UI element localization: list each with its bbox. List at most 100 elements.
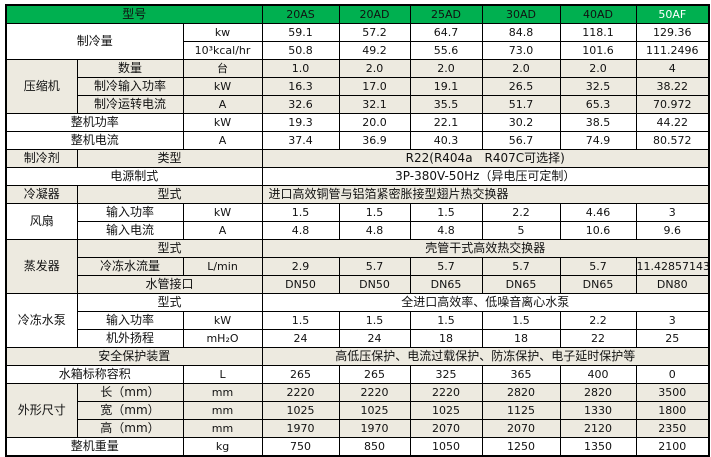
value-cell: 325 — [409, 365, 483, 384]
condenser-label: 冷凝器 — [5, 185, 78, 204]
value-cell: 70.972 — [635, 95, 710, 114]
value-cell: 4 — [635, 59, 710, 78]
value-cell: 1330 — [559, 401, 637, 420]
value-cell: 1250 — [481, 437, 561, 457]
header-row: 型号 20AS 20AD 25AD 30AD 40AD 50AF — [5, 4, 710, 24]
value-cell: 50.8 — [261, 41, 340, 60]
value-cell: 1.5 — [261, 203, 340, 222]
table-row: 10³kcal/hr 50.8 49.2 55.6 73.0 101.6 111.2496 — [6, 41, 710, 60]
row-label: 输入功率 — [76, 203, 184, 222]
value-cell: 3500 — [635, 383, 710, 402]
value-cell: 35.5 — [409, 95, 483, 114]
table-row: 高（mm） mm 1970 1970 2070 2070 2120 2350 — [6, 419, 710, 438]
value-cell: DN80 — [635, 275, 710, 294]
value-cell: 2100 — [635, 437, 710, 457]
table-row: 宽（mm） mm 1025 1025 1025 1125 1330 1800 — [6, 401, 710, 420]
value-cell: 59.1 — [261, 23, 340, 42]
value-cell: 24 — [338, 329, 411, 348]
value-cell: 5 — [481, 221, 561, 240]
value-cell: 4.46 — [559, 203, 637, 222]
value-cell: 40.3 — [409, 131, 483, 150]
value-cell: 56.7 — [481, 131, 561, 150]
table-row: 外形尺寸 长（mm） mm 2220 2220 2220 2820 2820 3500 — [5, 383, 710, 438]
value-cell: 1.5 — [338, 203, 411, 222]
value-cell: 1.0 — [261, 59, 340, 78]
value-cell: 32.5 — [559, 77, 637, 96]
table-row: 整机重量 kg 750 850 1050 1250 1350 2100 — [5, 437, 710, 457]
unit-cell: L/min — [182, 257, 263, 276]
table-row: 输入电流 A 4.8 4.8 4.8 5 10.6 9.6 — [6, 221, 710, 240]
table-row: 制冷量 kw 59.1 57.2 64.7 84.8 118.1 129.36 — [5, 23, 710, 60]
value-cell: 38.5 — [559, 113, 637, 132]
pump-label: 冷冻水泵 — [5, 293, 78, 348]
row-label: 机外扬程 — [76, 329, 184, 348]
value-cell: 4.8 — [338, 221, 411, 240]
model-header: 40AD — [559, 4, 637, 24]
value-cell: 22 — [559, 329, 637, 348]
row-label: 冷冻水流量 — [76, 257, 184, 276]
value-cell: 57.2 — [338, 23, 411, 42]
value-cell: 11.42857143 — [635, 257, 710, 276]
value-cell: 17.0 — [338, 77, 411, 96]
value-cell: 1350 — [559, 437, 637, 457]
unit-cell: kW — [182, 77, 263, 96]
table-row: 压缩机 数量台 1.0 2.0 2.0 2.0 2.0 4 — [5, 59, 710, 114]
unit-cell: mm — [182, 383, 263, 402]
cooling-capacity-label: 制冷量 — [5, 23, 184, 60]
spec-table: 型号 20AS 20AD 25AD 30AD 40AD 50AF 制冷量 kw 59.1 57.2 6… — [5, 4, 711, 457]
value-cell: 20.0 — [338, 113, 411, 132]
value-cell: 2.2 — [481, 203, 561, 222]
row-label: 输入电流 — [76, 221, 184, 240]
tank-label: 水箱标称容积 — [5, 365, 184, 384]
value-cell: 2820 — [559, 383, 637, 402]
value-cell: 850 — [338, 437, 411, 457]
value-cell: 2350 — [635, 419, 710, 438]
value-cell: 2070 — [409, 419, 483, 438]
value-cell: 265 — [261, 365, 340, 384]
value-cell: 2220 — [261, 383, 340, 402]
table-row: 冷冻水流量 L/min 2.9 5.7 5.7 5.7 5.7 11.42857143 — [6, 257, 710, 276]
value-cell: 2.0 — [338, 59, 411, 78]
table-row: 冷凝器 型式 进口高效铜管与铝箔紧密胀接型翅片热交换器 — [5, 185, 710, 204]
row-label: 制冷输入功率 — [76, 77, 184, 96]
value-cell: 10.6 — [559, 221, 637, 240]
value-cell: 26.5 — [481, 77, 561, 96]
value-cell: 1025 — [338, 401, 411, 420]
row-label: 制冷运转电流 — [76, 95, 184, 114]
value-cell: 49.2 — [338, 41, 411, 60]
value-cell: 101.6 — [559, 41, 637, 60]
model-header: 30AD — [481, 4, 561, 24]
fan-label: 风扇 — [5, 203, 78, 240]
table-row: 整机电流 A 37.4 36.9 40.3 56.7 74.9 80.572 — [5, 131, 710, 150]
weight-label: 整机重量 — [5, 437, 184, 457]
row-label: 输入功率 — [76, 311, 184, 330]
value-cell: 1.5 — [409, 311, 483, 330]
model-header: 20AD — [338, 4, 411, 24]
unit-cell: mm — [182, 401, 263, 420]
table-row: 蒸发器 型式 壳管干式高效热交换器 — [5, 239, 710, 294]
dimensions-label: 外形尺寸 — [5, 383, 78, 438]
evaporator-label: 蒸发器 — [5, 239, 78, 294]
value-cell: 19.3 — [261, 113, 340, 132]
table-row: 整机功率 kW 19.3 20.0 22.1 30.2 38.5 44.22 — [5, 113, 710, 132]
row-label: 数量 — [76, 59, 184, 78]
value-cell: 1800 — [635, 401, 710, 420]
refrigerant-label: 制冷剂 — [5, 149, 78, 168]
unit-cell: mm — [182, 419, 263, 438]
value-cell: 4.8 — [261, 221, 340, 240]
table-row: 制冷输入功率 kW 16.3 17.0 19.1 26.5 32.5 38.22 — [6, 77, 710, 96]
value-cell: 25 — [635, 329, 710, 348]
evaporator-type-value: 壳管干式高效热交换器 — [261, 239, 710, 258]
table-row: 冷冻水泵 型式 全进口高效率、低噪音离心水泵 — [5, 293, 710, 348]
safety-label: 安全保护装置 — [5, 347, 263, 366]
unit-cell: A — [182, 221, 263, 240]
row-label: 宽（mm） — [76, 401, 184, 420]
table-row: 制冷剂 类型 R22(R404a R407C可选择) — [5, 149, 710, 168]
row-label: 长（mm） — [76, 383, 184, 402]
model-header: 25AD — [409, 4, 483, 24]
unit-cell: kW — [182, 311, 263, 330]
value-cell: 51.7 — [481, 95, 561, 114]
power-supply-label: 电源制式 — [5, 167, 263, 186]
value-cell: 2.9 — [261, 257, 340, 276]
value-cell: 19.1 — [409, 77, 483, 96]
